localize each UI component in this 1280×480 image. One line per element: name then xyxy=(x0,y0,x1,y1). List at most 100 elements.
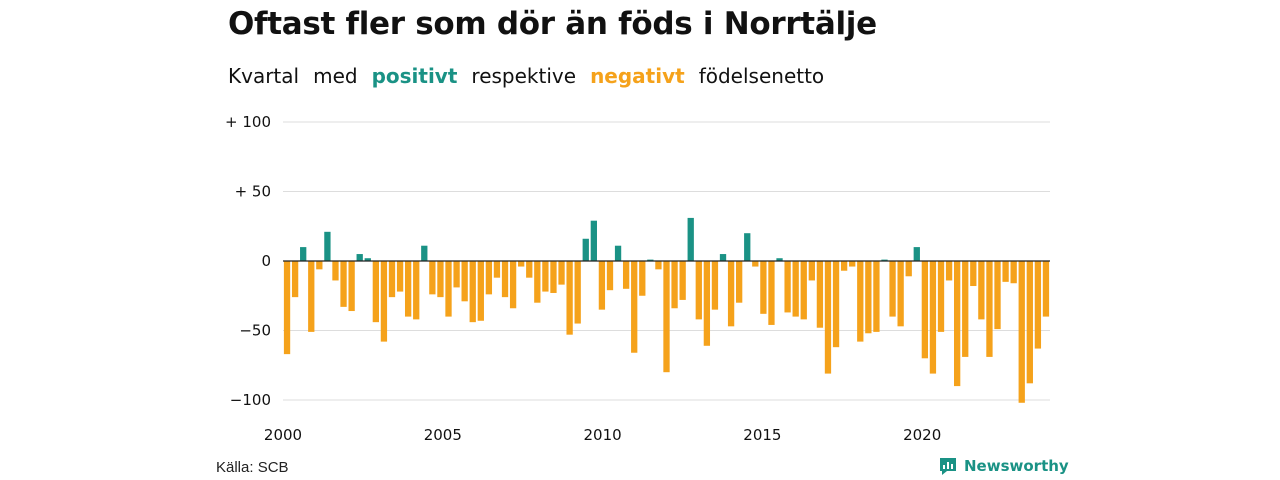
bar xyxy=(824,261,832,374)
bar xyxy=(348,261,355,312)
bar xyxy=(832,261,840,348)
bar xyxy=(929,261,937,374)
bar xyxy=(364,258,371,261)
bar xyxy=(421,245,428,261)
bar xyxy=(461,261,468,302)
bar xyxy=(534,261,541,303)
bar xyxy=(647,259,654,261)
bar xyxy=(776,258,783,261)
bar xyxy=(760,261,767,314)
bar xyxy=(485,261,493,295)
subtitle-text-kvartal: Kvartal xyxy=(228,64,300,88)
bar xyxy=(582,238,589,261)
bar xyxy=(445,261,452,317)
bar xyxy=(558,261,565,285)
bar xyxy=(332,261,339,281)
bar xyxy=(518,261,525,267)
brand-name: Newsworthy xyxy=(964,457,1069,475)
bar xyxy=(840,261,848,271)
bar xyxy=(937,261,945,332)
bar xyxy=(816,261,824,328)
bar xyxy=(727,261,735,327)
bar xyxy=(356,254,363,261)
bar xyxy=(550,261,557,293)
y-tick-label: −100 xyxy=(230,391,271,409)
x-tick-label: 2005 xyxy=(424,426,462,444)
subtitle-text-respektive: respektive xyxy=(471,64,577,88)
bar xyxy=(291,261,299,298)
bar xyxy=(687,217,694,261)
bar xyxy=(380,261,388,342)
bar xyxy=(590,220,597,261)
bar xyxy=(889,261,896,317)
y-tick-label: + 100 xyxy=(225,113,271,131)
bar xyxy=(671,261,678,309)
bar xyxy=(679,261,686,300)
bar xyxy=(566,261,573,335)
bar xyxy=(784,261,791,313)
x-tick-label: 2010 xyxy=(583,426,621,444)
bar xyxy=(526,261,533,278)
bar xyxy=(897,261,904,327)
bar xyxy=(849,261,856,267)
bar xyxy=(865,261,872,334)
bar xyxy=(631,261,638,353)
bar xyxy=(655,261,662,270)
bar xyxy=(413,261,420,320)
bar xyxy=(1002,261,1009,282)
bar xyxy=(873,261,880,332)
bar xyxy=(1026,261,1033,384)
subtitle-text-med: med xyxy=(313,64,358,88)
bar xyxy=(469,261,476,323)
bar xyxy=(324,231,331,261)
bar xyxy=(308,261,315,332)
bar xyxy=(921,261,929,359)
bar xyxy=(606,261,614,291)
bar xyxy=(598,261,606,310)
bar xyxy=(792,261,799,317)
bar xyxy=(1034,261,1042,349)
bar xyxy=(1042,261,1050,317)
bar xyxy=(994,261,1001,330)
bar xyxy=(574,261,581,324)
bar xyxy=(905,261,912,277)
bar xyxy=(970,261,977,287)
bar xyxy=(808,261,815,281)
bar xyxy=(703,261,711,346)
bar xyxy=(372,261,379,323)
brand-logo: Newsworthy xyxy=(938,456,1069,476)
subtitle-text-fodelsenetto: födelsenetto xyxy=(698,64,825,88)
bar xyxy=(1010,261,1017,284)
bar xyxy=(316,261,323,270)
bar xyxy=(800,261,807,320)
bar xyxy=(509,261,517,309)
bar xyxy=(429,261,436,295)
subtitle-positive-word: positivt xyxy=(371,64,458,88)
bar xyxy=(752,261,759,267)
bar xyxy=(1018,261,1025,403)
bar xyxy=(857,261,864,342)
bar xyxy=(437,261,444,298)
x-tick-label: 2000 xyxy=(264,426,302,444)
chart-subtitle: Kvartal med positivt respektive negativt föde… xyxy=(228,64,838,88)
bar xyxy=(913,247,920,261)
bar xyxy=(388,261,396,298)
bar xyxy=(396,261,404,292)
chart-title: Oftast fler som dör än föds i Norrtälje xyxy=(228,6,877,42)
bar xyxy=(986,261,993,357)
y-tick-label: 0 xyxy=(261,252,271,270)
bar xyxy=(404,261,412,317)
bar xyxy=(978,261,985,320)
x-tick-label: 2015 xyxy=(743,426,781,444)
bar xyxy=(283,261,291,355)
bar xyxy=(614,245,622,261)
bar xyxy=(542,261,549,292)
bar xyxy=(768,261,775,325)
bar xyxy=(453,261,460,288)
bar xyxy=(744,233,751,261)
bar xyxy=(300,247,307,261)
subtitle-negative-word: negativt xyxy=(590,64,685,88)
bar xyxy=(954,261,961,387)
bar xyxy=(695,261,702,320)
